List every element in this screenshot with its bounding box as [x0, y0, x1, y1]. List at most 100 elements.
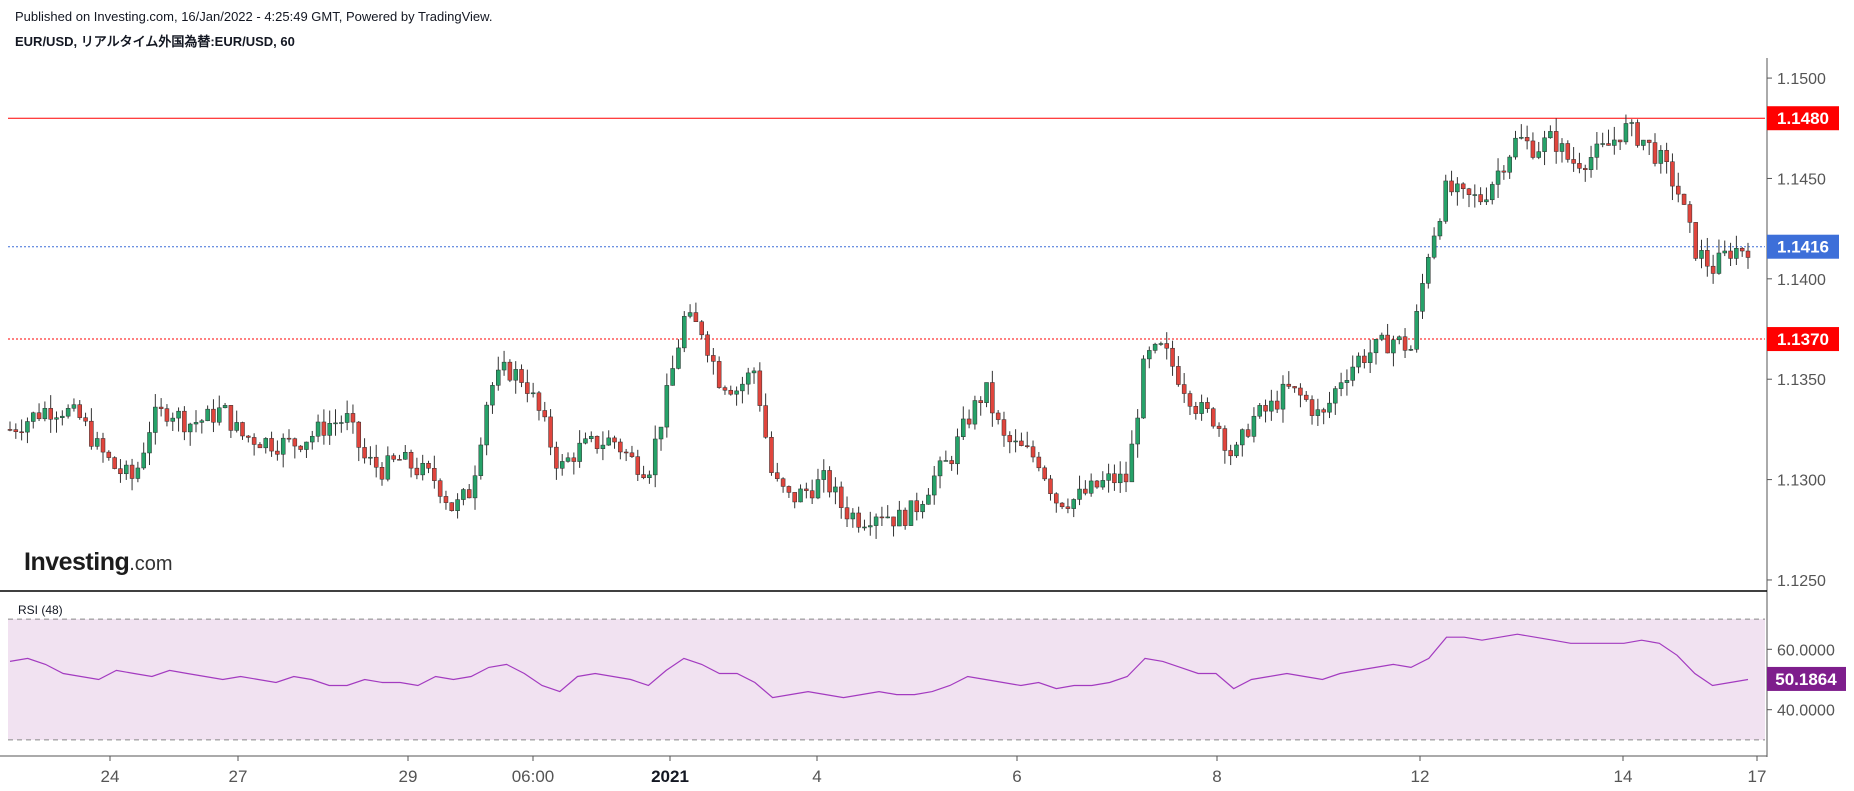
candle-body	[292, 438, 298, 447]
candle-body	[728, 389, 734, 395]
candle-body	[7, 429, 13, 431]
candle-body	[1210, 408, 1216, 427]
candle-body	[1414, 311, 1419, 350]
candle-body	[71, 404, 77, 409]
candle-body	[1739, 248, 1745, 252]
candle-body	[1321, 409, 1326, 413]
candle-body	[1030, 446, 1036, 458]
candle-body	[321, 421, 327, 436]
candle-body	[995, 412, 1001, 420]
candle-body	[1675, 185, 1681, 195]
candle-body	[1466, 188, 1472, 195]
candle-body	[1641, 139, 1646, 146]
candle-body	[1094, 480, 1100, 488]
candle-body	[559, 461, 565, 469]
candle-body	[1484, 199, 1489, 203]
candle-body	[635, 456, 641, 475]
candle-body	[193, 422, 199, 425]
candle-body	[327, 423, 332, 436]
candle-body	[1635, 122, 1640, 146]
candle-body	[315, 421, 321, 437]
candle-body	[589, 435, 594, 439]
candle-body	[1152, 343, 1158, 351]
candle-body	[740, 383, 745, 392]
candle-body	[362, 447, 367, 459]
candle-body	[1710, 265, 1716, 274]
candle-body	[89, 420, 94, 447]
rsi-title: RSI (48)	[18, 603, 63, 617]
candle-body	[1449, 180, 1454, 193]
candle-body	[1141, 358, 1146, 419]
candle-body	[577, 442, 582, 462]
candle-body	[885, 516, 890, 519]
candle-body	[112, 457, 117, 469]
candle-body	[246, 435, 251, 438]
candle-body	[65, 408, 71, 417]
candle-body	[821, 470, 827, 480]
candle-body	[1234, 444, 1239, 457]
rsi-tick-label: 40.0000	[1777, 703, 1835, 720]
candle-body	[1298, 387, 1303, 396]
time-tick-label: 4	[812, 767, 821, 786]
candle-body	[943, 460, 949, 462]
candle-body	[1327, 402, 1332, 413]
level-badge	[1767, 327, 1839, 352]
candle-body	[798, 488, 803, 503]
candle-body	[554, 446, 559, 469]
candle-body	[1135, 417, 1140, 445]
candle-body	[1193, 406, 1199, 414]
candle-body	[484, 404, 489, 446]
candle-body	[658, 426, 664, 440]
candle-body	[1059, 502, 1065, 508]
candle-body	[54, 417, 59, 420]
rsi-line	[9, 633, 1749, 699]
candle-body	[77, 404, 83, 418]
candle-body	[1408, 349, 1414, 351]
candle-body	[1420, 283, 1425, 312]
candle-body	[949, 460, 954, 465]
candle-body	[827, 470, 832, 493]
candle-body	[1350, 366, 1355, 381]
candle-body	[716, 361, 722, 388]
candle-body	[286, 437, 292, 440]
candle-body	[763, 405, 768, 438]
candle-body	[1670, 161, 1675, 187]
candle-body	[937, 460, 943, 477]
candle-body	[1693, 222, 1698, 259]
candle-body	[1024, 445, 1030, 447]
candle-body	[1199, 402, 1204, 414]
candle-body	[158, 406, 164, 409]
candle-body	[1333, 388, 1338, 404]
candle-body	[519, 369, 524, 383]
candle-body	[711, 355, 716, 362]
candle-body	[1129, 443, 1135, 483]
candle-body	[804, 488, 809, 491]
candle-body	[368, 456, 373, 459]
candle-body	[879, 516, 885, 519]
candle-body	[1158, 343, 1164, 345]
candle-body	[1048, 478, 1053, 494]
candle-body	[333, 422, 338, 425]
candle-body	[1582, 168, 1588, 170]
candle-body	[990, 382, 995, 414]
candle-body	[908, 500, 914, 526]
candle-body	[862, 526, 867, 529]
candle-body	[868, 525, 873, 528]
candle-body	[1303, 394, 1309, 400]
time-tick-label: 27	[229, 767, 248, 786]
candle-body	[455, 499, 460, 511]
candle-body	[234, 422, 239, 431]
candle-body	[1187, 393, 1193, 407]
candle-body	[304, 441, 309, 450]
candle-body	[437, 480, 443, 497]
candle-body	[629, 452, 635, 457]
price-tick-label: 1.1500	[1777, 71, 1826, 88]
candle-body	[1623, 123, 1629, 143]
candle-body	[1251, 415, 1257, 437]
candle-body	[31, 412, 36, 422]
candle-body	[1147, 350, 1152, 360]
candle-body	[1699, 250, 1704, 259]
candle-body	[676, 347, 681, 369]
candle-body	[501, 361, 507, 371]
